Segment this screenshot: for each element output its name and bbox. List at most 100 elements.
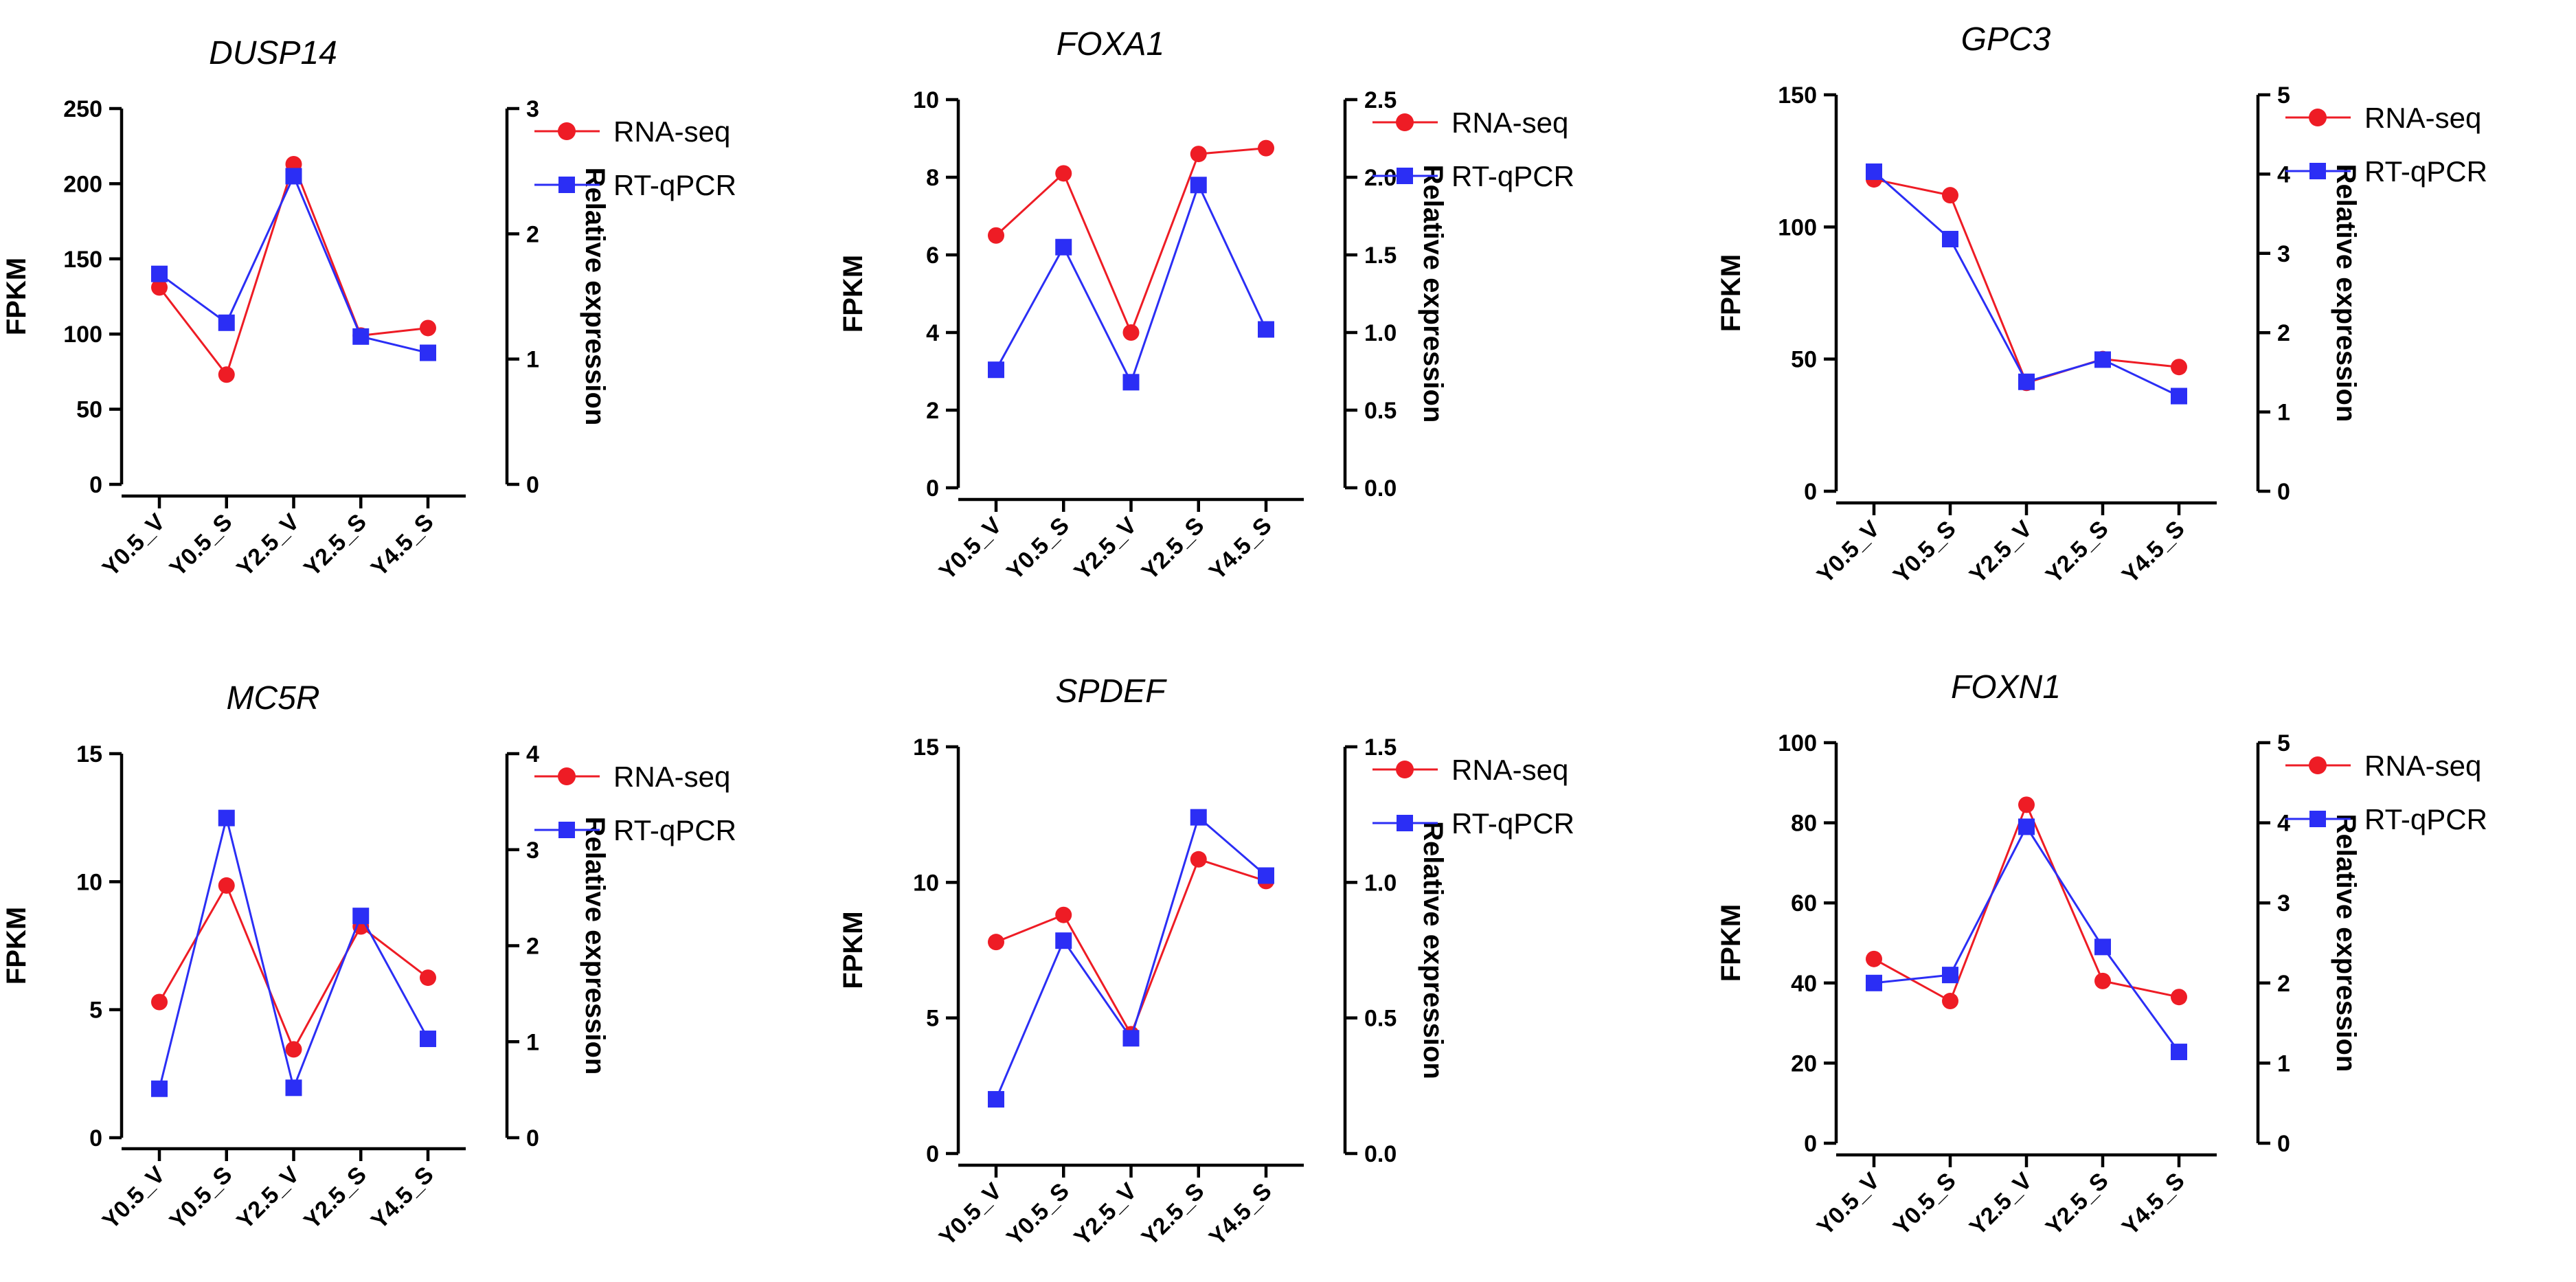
chart-title: SPDEF xyxy=(1055,673,1167,710)
y-tick-label: 50 xyxy=(1791,347,1817,373)
data-point-rna-seq xyxy=(1190,851,1207,868)
series-line-rt-qpcr xyxy=(1873,824,2180,1053)
x-tick-label: Y0.5_S xyxy=(165,509,238,582)
x-tick-label: Y0.5_S xyxy=(1888,1168,1961,1241)
y2-axis-title: Relative expression xyxy=(580,817,610,1075)
data-point-rt-qpcr xyxy=(2094,351,2111,368)
legend-item: RNA-seq xyxy=(2285,102,2481,134)
y-tick-label: 4 xyxy=(926,320,939,346)
y-tick-label: 250 xyxy=(63,96,102,122)
data-point-rt-qpcr xyxy=(988,1091,1004,1108)
x-tick-label: Y2.5_S xyxy=(299,1162,372,1235)
y2-tick-label: 2.0 xyxy=(1364,165,1397,191)
x-tick-label: Y2.5_V xyxy=(231,509,304,582)
legend-item: RT-qPCR xyxy=(1372,160,1574,192)
y2-tick-label: 2 xyxy=(2277,320,2290,346)
data-point-rt-qpcr xyxy=(352,328,370,345)
y2-axis-title: Relative expression xyxy=(580,168,610,426)
series-line-rt-qpcr xyxy=(995,815,1267,1100)
y-tick-label: 80 xyxy=(1791,811,1817,837)
series-line-rna-seq xyxy=(158,883,429,1052)
y2-tick-label: 1.0 xyxy=(1364,870,1397,896)
x-tick-label: Y2.5_S xyxy=(2041,1168,2114,1241)
legend-item: RT-qPCR xyxy=(2285,803,2487,835)
y-axis-title: FPKM xyxy=(1716,254,1746,332)
data-point-rna-seq xyxy=(1122,324,1140,341)
data-point-rt-qpcr xyxy=(988,361,1004,379)
y2-tick-label: 0 xyxy=(526,1125,539,1151)
x-tick-label: Y2.5_V xyxy=(1069,1178,1142,1251)
chart-title: GPC3 xyxy=(1961,21,2051,58)
legend-marker-circle xyxy=(1396,761,1414,778)
legend-item: RT-qPCR xyxy=(2285,155,2487,188)
x-tick-label: Y4.5_S xyxy=(366,509,439,582)
x-tick-label: Y2.5_S xyxy=(299,509,372,582)
x-tick-label: Y2.5_V xyxy=(1965,516,2037,589)
data-point-rt-qpcr xyxy=(2094,938,2111,956)
y-tick-label: 100 xyxy=(1778,730,1817,756)
series-line-rt-qpcr xyxy=(159,173,429,355)
y-tick-label: 5 xyxy=(926,1006,939,1032)
data-point-rt-qpcr xyxy=(420,344,436,361)
data-point-rna-seq xyxy=(2171,989,2187,1006)
y-tick-label: 15 xyxy=(913,734,939,761)
y2-tick-label: 2 xyxy=(526,934,539,960)
legend-item: RNA-seq xyxy=(2285,750,2481,782)
legend-label: RNA-seq xyxy=(613,115,730,148)
y2-tick-label: 5 xyxy=(2277,730,2290,756)
data-point-rt-qpcr xyxy=(1055,238,1072,256)
y-tick-label: 0 xyxy=(89,472,102,498)
data-point-rna-seq xyxy=(420,319,436,337)
y2-tick-label: 1 xyxy=(2277,400,2290,426)
y-tick-label: 20 xyxy=(1791,1050,1817,1077)
data-point-rt-qpcr xyxy=(1942,231,1958,248)
data-point-rna-seq xyxy=(2094,972,2111,989)
y-tick-label: 40 xyxy=(1791,971,1817,997)
y2-tick-label: 0 xyxy=(2277,1131,2290,1157)
y2-tick-label: 4 xyxy=(2277,811,2290,837)
y2-tick-label: 0 xyxy=(2277,479,2290,505)
y-tick-label: 60 xyxy=(1791,890,1817,916)
y2-tick-label: 4 xyxy=(2277,161,2290,188)
data-point-rt-qpcr xyxy=(151,265,168,282)
y2-tick-label: 1 xyxy=(526,347,539,373)
chart-title: FOXN1 xyxy=(1951,669,2061,706)
legend-marker-square xyxy=(2309,811,2326,827)
x-tick-label: Y4.5_S xyxy=(2117,1168,2190,1241)
y2-tick-label: 0.5 xyxy=(1364,398,1397,424)
y-tick-label: 150 xyxy=(63,247,102,273)
data-point-rt-qpcr xyxy=(1258,867,1274,884)
y-tick-label: 200 xyxy=(63,171,102,197)
y2-tick-label: 5 xyxy=(2277,82,2290,109)
legend-item: RT-qPCR xyxy=(534,169,736,201)
y2-axis-title: Relative expression xyxy=(2331,164,2361,423)
data-point-rt-qpcr xyxy=(218,809,235,826)
x-tick-label: Y0.5_V xyxy=(98,509,170,582)
legend-item: RNA-seq xyxy=(534,761,730,793)
x-tick-label: Y4.5_S xyxy=(1204,513,1277,585)
data-point-rt-qpcr xyxy=(2171,1044,2187,1061)
data-point-rna-seq xyxy=(1190,146,1207,163)
data-point-rt-qpcr xyxy=(218,314,235,331)
x-tick-label: Y0.5_V xyxy=(1812,1168,1885,1241)
legend-marker-circle xyxy=(2309,756,2327,774)
data-point-rt-qpcr xyxy=(151,1080,168,1097)
y2-tick-label: 0.5 xyxy=(1364,1006,1397,1032)
y2-tick-label: 2 xyxy=(526,221,539,247)
data-point-rna-seq xyxy=(218,366,235,383)
data-point-rt-qpcr xyxy=(1055,932,1072,949)
y-tick-label: 15 xyxy=(76,741,102,767)
y2-tick-label: 1 xyxy=(2277,1050,2290,1077)
y-tick-label: 150 xyxy=(1778,82,1817,109)
y-tick-label: 6 xyxy=(926,243,939,269)
y-tick-label: 100 xyxy=(1778,214,1817,240)
y-tick-label: 2 xyxy=(926,398,939,424)
chart-panel: FOXA1 0 2 4 6 8 10 0.0 0.5 1.0 1.5 2.0 2.5 Y0.5_VY0.5… xyxy=(838,26,1574,585)
data-point-rt-qpcr xyxy=(1122,374,1140,391)
data-point-rt-qpcr xyxy=(420,1031,436,1048)
x-tick-label: Y0.5_S xyxy=(1002,1178,1074,1251)
data-point-rna-seq xyxy=(151,279,168,296)
y2-tick-label: 3 xyxy=(2277,241,2290,267)
data-point-rna-seq xyxy=(1055,906,1072,923)
x-tick-label: Y0.5_V xyxy=(934,1178,1007,1251)
